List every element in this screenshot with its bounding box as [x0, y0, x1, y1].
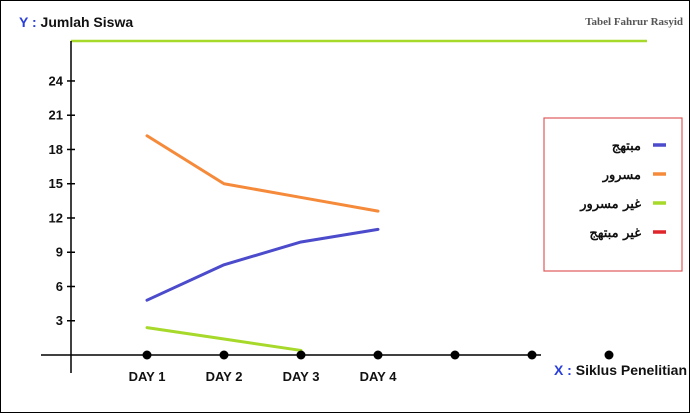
legend-label: غير مبتهج [589, 226, 641, 241]
x-axis-title: X : Siklus Penelitian [554, 362, 687, 378]
y-axis-text: Jumlah Siswa [41, 14, 134, 30]
x-category-label: DAY 2 [206, 369, 243, 384]
y-tick-label: 18 [49, 142, 63, 157]
x-category-label: DAY 4 [360, 369, 398, 384]
y-tick-label: 15 [49, 176, 63, 191]
chart-credit: Tabel Fahrur Rasyid [585, 16, 683, 28]
x-category-marker [527, 350, 537, 360]
x-category-marker [373, 350, 383, 360]
legend-label: مسرور [602, 168, 641, 183]
legend-label: غير مسرور [579, 197, 641, 212]
y-tick-label: 9 [56, 245, 63, 260]
y-axis-prefix: Y : [19, 14, 37, 30]
x-category-marker [296, 350, 306, 360]
x-categories: DAY 1 DAY 2 DAY 3 DAY 4 [129, 350, 614, 384]
x-category-marker [604, 350, 614, 360]
y-tick-label: 21 [49, 108, 63, 123]
x-category-label: DAY 1 [129, 369, 166, 384]
series-lines [145, 134, 380, 352]
x-category-marker [219, 350, 229, 360]
y-tick-label: 3 [56, 313, 63, 328]
y-tick-label: 24 [49, 73, 64, 88]
x-axis-prefix: X : [554, 362, 572, 378]
axes [41, 41, 541, 373]
legend: مبتهج مسرور غير مسرور غير مبتهج [543, 117, 683, 272]
series-line [145, 326, 303, 352]
x-category-marker [142, 350, 152, 360]
x-category-label: DAY 3 [283, 369, 320, 384]
y-axis-title: Y : Jumlah Siswa [19, 14, 133, 30]
series-line [145, 227, 380, 302]
y-tick-label: 12 [49, 210, 63, 225]
x-axis-text: Siklus Penelitian [576, 362, 687, 378]
x-category-marker [450, 350, 460, 360]
series-line [145, 134, 380, 213]
y-tick-label: 6 [56, 279, 63, 294]
legend-label: مبتهج [612, 139, 641, 154]
y-ticks: 3 6 9 12 15 18 21 24 [49, 73, 75, 328]
